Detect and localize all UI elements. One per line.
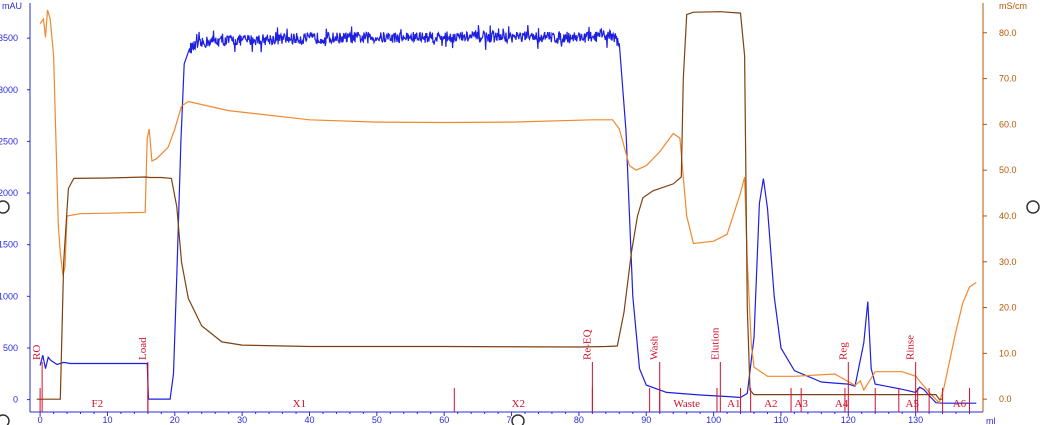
event-mark-label: Load xyxy=(137,337,149,360)
series-line-1 xyxy=(39,9,977,404)
right-tick-label: 50.0 xyxy=(999,165,1017,175)
series-line-0 xyxy=(39,24,977,404)
right-tick-label: 0.0 xyxy=(999,394,1012,404)
left-tick-label: 2000 xyxy=(0,188,18,198)
fraction-label: A3 xyxy=(794,398,808,410)
x-tick-label: 40 xyxy=(304,415,314,425)
right-tick-label: 10.0 xyxy=(999,348,1017,358)
event-mark-label: Elution xyxy=(709,327,721,360)
left-tick-label: 3500 xyxy=(0,33,18,43)
event-mark-label: RO xyxy=(31,345,43,360)
resize-handle[interactable] xyxy=(0,200,10,214)
x-tick-label: 10 xyxy=(102,415,112,425)
fraction-label: X1 xyxy=(293,398,306,410)
right-tick-label: 80.0 xyxy=(999,28,1017,38)
right-tick-label: 60.0 xyxy=(999,119,1017,129)
fraction-label: X2 xyxy=(512,398,525,410)
resize-handles[interactable] xyxy=(0,200,1040,425)
x-tick-label: 100 xyxy=(706,415,721,425)
x-tick-label: 110 xyxy=(774,415,788,425)
event-mark-label: Reg xyxy=(837,342,849,360)
resize-handle[interactable] xyxy=(0,414,10,425)
right-tick-label: 20.0 xyxy=(999,303,1017,313)
x-tick-label: 50 xyxy=(372,415,382,425)
event-mark-label: Rinse xyxy=(905,335,917,360)
right-tick-label: 70.0 xyxy=(999,74,1017,84)
left-tick-label: 500 xyxy=(3,343,18,353)
fraction-label: F2 xyxy=(92,398,104,410)
fraction-label: A1 xyxy=(727,398,740,410)
right-tick-label: 40.0 xyxy=(999,211,1017,221)
x-tick-label: 60 xyxy=(439,415,449,425)
fraction-label: A4 xyxy=(835,398,849,410)
resize-handle[interactable] xyxy=(1026,200,1040,214)
x-tick-label: 20 xyxy=(170,415,180,425)
left-tick-label: 1000 xyxy=(0,291,18,301)
x-tick-label: 120 xyxy=(841,415,856,425)
left-tick-label: 0 xyxy=(13,395,18,405)
left-axis-unit: mAU xyxy=(2,1,22,11)
fraction-label: A2 xyxy=(764,398,777,410)
fraction-label: A5 xyxy=(906,398,920,410)
x-tick-label: 0 xyxy=(38,415,43,425)
x-tick-label: 30 xyxy=(237,415,247,425)
x-tick-label: 90 xyxy=(641,415,651,425)
left-tick-label: 1500 xyxy=(0,240,18,250)
fraction-marks: F2 X1 X2 Waste A1 A2 A3 A4 A5 A6 RO Load Re-EQ Wash El… xyxy=(31,327,971,412)
x-tick-label: 130 xyxy=(908,415,923,425)
x-axis-unit: ml xyxy=(986,416,996,425)
fraction-label: Waste xyxy=(673,398,700,410)
plot-area xyxy=(36,9,977,404)
left-tick-label: 2500 xyxy=(0,136,18,146)
fraction-label: A6 xyxy=(953,398,967,410)
right-axis-unit: mS/cm xyxy=(999,1,1027,11)
event-mark-label: Re-EQ xyxy=(581,329,593,360)
x-tick-label: 80 xyxy=(574,415,584,425)
series-line-2 xyxy=(36,11,943,400)
left-tick-label: 3000 xyxy=(0,85,18,95)
resize-handle[interactable] xyxy=(511,414,525,425)
event-mark-label: Wash xyxy=(649,335,661,360)
right-tick-label: 30.0 xyxy=(999,257,1017,267)
